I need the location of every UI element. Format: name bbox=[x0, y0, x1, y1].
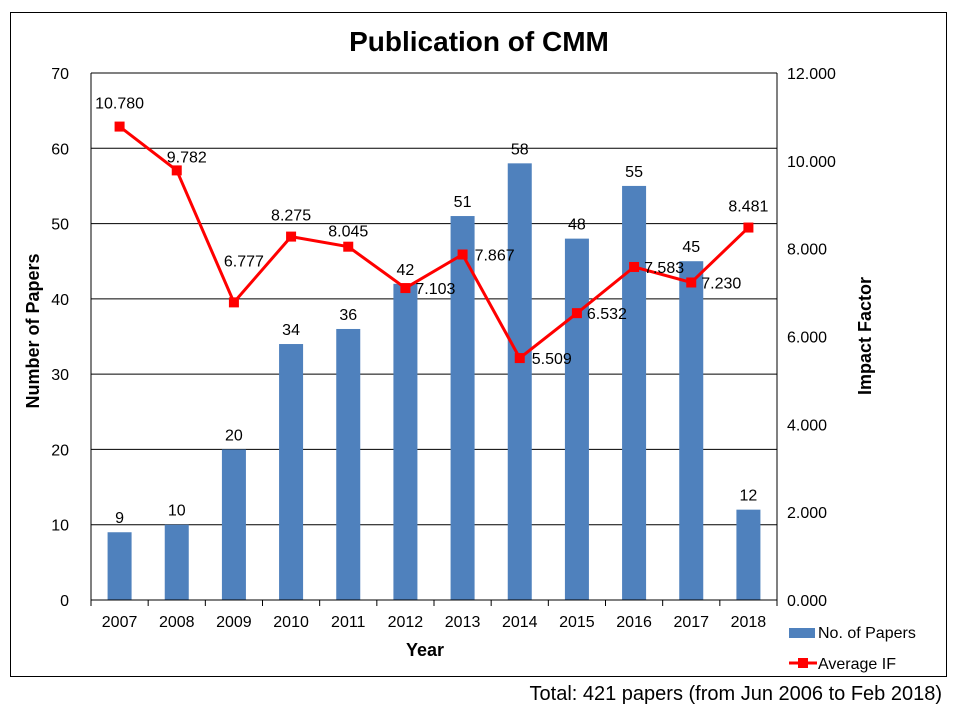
y-tick-label: 60 bbox=[51, 141, 69, 158]
line-marker bbox=[743, 222, 754, 233]
bar-value-label: 10 bbox=[168, 503, 186, 520]
x-axis-title: Year bbox=[406, 640, 444, 660]
legend-label-if: Average IF bbox=[818, 656, 896, 673]
y-tick-label: 0 bbox=[60, 593, 69, 610]
x-tick-label: 2007 bbox=[102, 614, 138, 631]
line-value-label: 7.230 bbox=[701, 275, 741, 292]
line-marker bbox=[514, 353, 525, 364]
y-tick-label: 40 bbox=[51, 292, 69, 309]
y-tick-label: 70 bbox=[51, 66, 69, 83]
chart-title: Publication of CMM bbox=[349, 26, 609, 57]
bar bbox=[622, 185, 647, 600]
y2-tick-label: 2.000 bbox=[787, 505, 827, 522]
bar-value-label: 9 bbox=[115, 510, 124, 527]
y-tick-label: 30 bbox=[51, 367, 69, 384]
x-tick-label: 2014 bbox=[502, 614, 538, 631]
x-tick-label: 2012 bbox=[388, 614, 424, 631]
bar bbox=[164, 524, 189, 600]
line-marker bbox=[343, 241, 354, 252]
bar-value-label: 51 bbox=[454, 194, 472, 211]
line-value-label: 6.777 bbox=[224, 253, 264, 270]
bar-value-label: 45 bbox=[682, 239, 700, 256]
chart: 0 10 20 30 40 50 60 70 0.000 2.000 4.000 6.000 8.000… bbox=[23, 26, 916, 673]
line-value-label: 8.045 bbox=[328, 224, 368, 241]
x-tick-label: 2016 bbox=[616, 614, 652, 631]
footnote: Total: 421 papers (from Jun 2006 to Feb … bbox=[529, 683, 942, 705]
line-value-label: 8.481 bbox=[728, 199, 768, 216]
bar-value-label: 36 bbox=[339, 307, 357, 324]
line-marker bbox=[171, 165, 182, 176]
bar-value-label: 34 bbox=[282, 322, 300, 339]
y-tick-label: 20 bbox=[51, 442, 69, 459]
y2-tick-label: 10.000 bbox=[787, 154, 836, 171]
y2-tick-label: 12.000 bbox=[787, 66, 836, 83]
y-tick-label: 10 bbox=[51, 518, 69, 535]
line-marker bbox=[114, 121, 125, 132]
x-tick-label: 2009 bbox=[216, 614, 252, 631]
line-value-label: 7.103 bbox=[415, 281, 455, 298]
line-value-label: 7.867 bbox=[475, 248, 515, 265]
line-value-label: 5.509 bbox=[532, 351, 572, 368]
legend: No. of Papers Average IF bbox=[789, 625, 916, 673]
line-series bbox=[114, 121, 754, 364]
line-value-label: 6.532 bbox=[587, 306, 627, 323]
bar-value-label: 12 bbox=[740, 488, 758, 505]
legend-swatch-marker bbox=[798, 658, 808, 668]
bar bbox=[507, 163, 532, 601]
line-marker bbox=[400, 283, 411, 294]
y-tick-label: 50 bbox=[51, 217, 69, 234]
bar bbox=[107, 532, 132, 600]
line-value-label: 9.782 bbox=[167, 149, 207, 166]
bar-value-label: 58 bbox=[511, 141, 529, 158]
line-path bbox=[118, 125, 750, 361]
bar bbox=[679, 261, 704, 600]
bar-value-label: 48 bbox=[568, 217, 586, 234]
bar-series bbox=[107, 163, 761, 601]
x-tick-label: 2010 bbox=[273, 614, 309, 631]
bar bbox=[336, 328, 361, 600]
line-marker bbox=[686, 277, 697, 288]
y2-tick-label: 6.000 bbox=[787, 330, 827, 347]
x-tick-label: 2018 bbox=[731, 614, 767, 631]
bar-value-label: 55 bbox=[625, 164, 643, 181]
x-tick-label: 2008 bbox=[159, 614, 195, 631]
y2-tick-label: 0.000 bbox=[787, 593, 827, 610]
data-labels: 9 10 20 34 36 42 51 58 48 55 45 12 10.780 9.782 6.777 8… bbox=[95, 96, 768, 528]
legend-label-papers: No. of Papers bbox=[818, 625, 916, 642]
bar bbox=[564, 238, 589, 600]
line-marker bbox=[629, 261, 640, 272]
gridlines bbox=[91, 72, 777, 526]
chart-frame: 0 10 20 30 40 50 60 70 0.000 2.000 4.000 6.000 8.000… bbox=[10, 12, 947, 677]
line-value-label: 7.583 bbox=[644, 260, 684, 277]
y2-tick-label: 4.000 bbox=[787, 417, 827, 434]
bar bbox=[450, 216, 475, 601]
bar bbox=[221, 449, 246, 600]
y2-tick-label: 8.000 bbox=[787, 242, 827, 259]
bar bbox=[279, 344, 304, 600]
bar bbox=[393, 283, 418, 600]
x-tick-label: 2015 bbox=[559, 614, 595, 631]
line-value-label: 10.780 bbox=[95, 96, 144, 113]
x-tick-label: 2017 bbox=[673, 614, 709, 631]
bar-value-label: 42 bbox=[397, 262, 415, 279]
y-axis-title: Number of Papers bbox=[23, 253, 43, 408]
line-marker bbox=[457, 249, 468, 260]
legend-swatch-bar bbox=[789, 628, 815, 638]
line-marker bbox=[571, 308, 582, 319]
y2-axis-title: Impact Factor bbox=[855, 277, 875, 395]
bar-value-label: 20 bbox=[225, 427, 243, 444]
bar bbox=[736, 509, 761, 600]
axes: 0 10 20 30 40 50 60 70 0.000 2.000 4.000 6.000 8.000… bbox=[51, 66, 836, 631]
line-marker bbox=[228, 297, 239, 308]
line-value-label: 8.275 bbox=[271, 208, 311, 225]
line-marker bbox=[286, 231, 297, 242]
x-tick-label: 2013 bbox=[445, 614, 481, 631]
x-tick-label: 2011 bbox=[331, 614, 366, 631]
